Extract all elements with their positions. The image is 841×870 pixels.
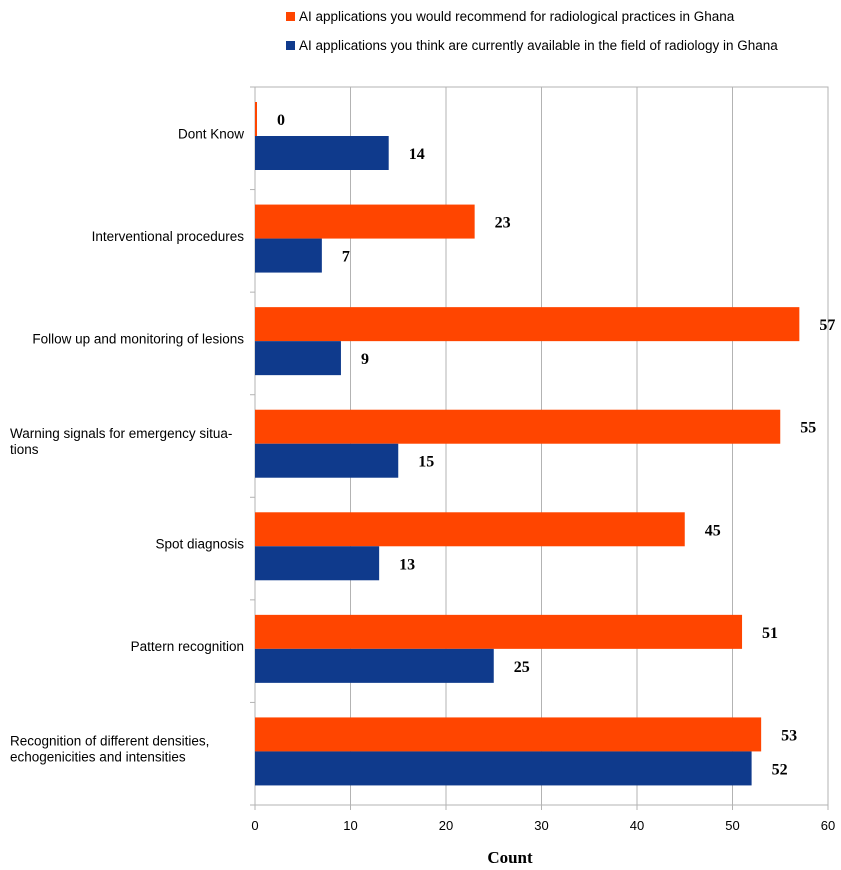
chart-legend: AI applications you would recommend for …	[286, 9, 778, 53]
category-label-6: Recognition of different densities, echog…	[10, 734, 209, 765]
x-tick-label-60: 60	[821, 818, 835, 833]
category-label-1: Interventional procedures	[92, 229, 245, 244]
value-label-3-1: 15	[418, 454, 434, 471]
bar-1-1	[255, 238, 322, 273]
x-tick-label-50: 50	[725, 818, 739, 833]
bar-0-0	[255, 102, 257, 136]
bar-3-0	[255, 409, 781, 444]
value-labels: 0 14 23 7 57 9 55 15 45 13 51 25 53 52	[277, 112, 835, 778]
x-tick-label-10: 10	[343, 818, 357, 833]
bar-4-1	[255, 546, 380, 581]
value-label-0-1: 14	[409, 146, 425, 163]
x-tick-label-20: 20	[439, 818, 453, 833]
x-axis-title: Count	[487, 848, 533, 867]
legend-entry-0: AI applications you would recommend for …	[299, 9, 735, 24]
category-labels: Dont Know Interventional procedures Follow…	[10, 126, 244, 764]
bar-2-0	[255, 307, 800, 342]
x-tick-label-40: 40	[630, 818, 644, 833]
value-label-4-1: 13	[399, 556, 415, 573]
category-label-2: Follow up and monitoring of lesions	[32, 331, 244, 346]
value-label-1-0: 23	[495, 215, 511, 232]
value-label-6-0: 53	[781, 727, 797, 744]
bar-4-0	[255, 512, 685, 547]
value-label-2-1: 9	[361, 351, 369, 368]
bar-0-1	[255, 136, 389, 170]
bar-3-1	[255, 443, 399, 478]
value-label-6-1: 52	[772, 761, 788, 778]
value-label-3-0: 55	[800, 420, 816, 437]
x-tick-label-0: 0	[251, 818, 258, 833]
value-label-5-0: 51	[762, 625, 778, 642]
value-label-4-0: 45	[705, 522, 721, 539]
bar-5-1	[255, 648, 494, 683]
bar-1-0	[255, 204, 475, 239]
bar-2-1	[255, 341, 341, 376]
bar-6-0	[255, 717, 762, 752]
bars	[255, 102, 800, 786]
legend-swatch-0	[286, 12, 295, 21]
bar-6-1	[255, 751, 752, 786]
x-tick-labels: 0 10 20 30 40 50 60	[251, 818, 835, 833]
value-label-0-0: 0	[277, 112, 285, 129]
category-label-0: Dont Know	[178, 126, 244, 141]
value-label-1-1: 7	[342, 249, 350, 266]
bar-5-0	[255, 614, 743, 649]
category-label-3: Warning signals for emergency situa-tion…	[10, 426, 232, 457]
legend-swatch-1	[286, 41, 295, 50]
legend-entry-1: AI applications you think are currently …	[299, 38, 778, 53]
value-label-2-0: 57	[819, 317, 835, 334]
category-label-4: Spot diagnosis	[155, 537, 244, 552]
category-label-5: Pattern recognition	[131, 639, 244, 654]
x-tick-label-30: 30	[534, 818, 548, 833]
value-label-5-1: 25	[514, 659, 530, 676]
